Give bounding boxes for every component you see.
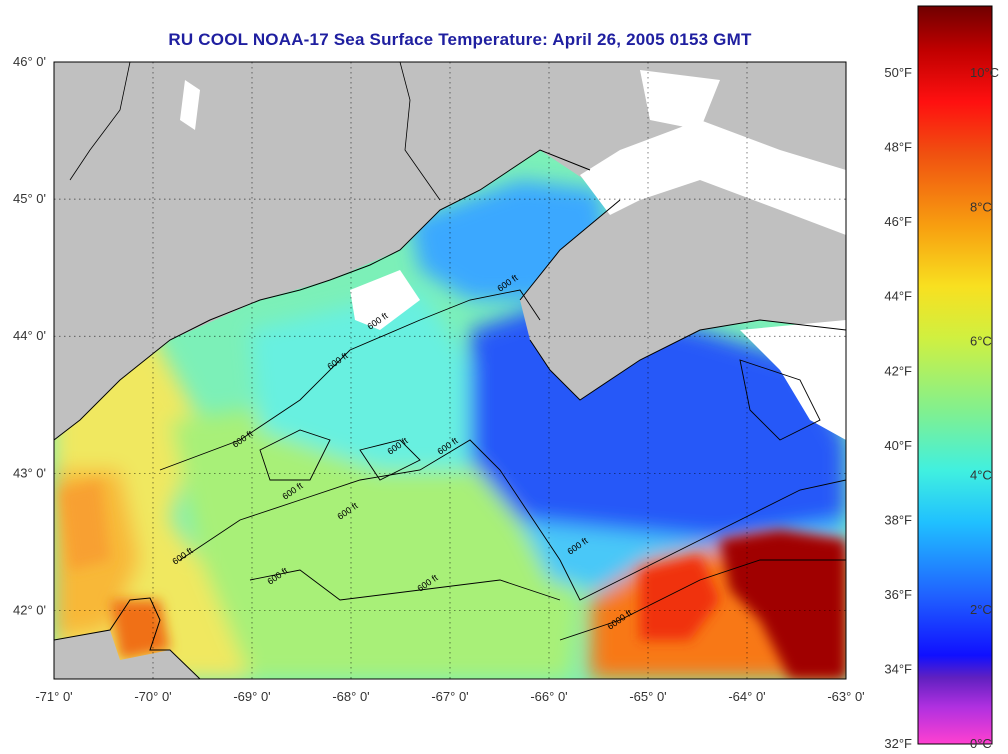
cloud-lake: [180, 80, 200, 130]
colorbar-fahrenheit-label: 48°F: [884, 140, 912, 155]
cloud-nova-east: [740, 320, 846, 440]
lon-tick-label: -65° 0': [629, 689, 666, 704]
lat-tick-label: 42° 0': [13, 602, 46, 617]
lon-tick-label: -70° 0': [134, 689, 171, 704]
land-cape-cod: [54, 630, 200, 679]
land-nova-scotia: [520, 160, 846, 400]
mid-gulf-cyan: [250, 290, 480, 470]
land-new-england: [54, 62, 600, 440]
lon-tick-label: -66° 0': [530, 689, 567, 704]
coastal-orange: [60, 480, 110, 570]
lon-tick-label: -68° 0': [332, 689, 369, 704]
colorbar-fahrenheit-label: 32°F: [884, 736, 912, 751]
cloud-bay-of-fundy: [580, 120, 846, 235]
colorbar-celsius-label: 6°C: [970, 333, 992, 348]
colorbar-celsius-label: 0°C: [970, 736, 992, 751]
colorbar-fahrenheit-label: 46°F: [884, 214, 912, 229]
colorbar-celsius-label: 4°C: [970, 468, 992, 483]
coastline-cape-cod: [54, 597, 201, 679]
colorbar-fahrenheit-label: 36°F: [884, 587, 912, 602]
lon-tick-label: -69° 0': [233, 689, 270, 704]
lat-tick-label: 43° 0': [13, 465, 46, 480]
coastline-maine: [54, 149, 591, 441]
border-inland: [69, 62, 131, 181]
colorbar-gradient: [917, 5, 993, 745]
cloud-minas-basin: [640, 70, 720, 130]
cape-cod-warm: [110, 600, 170, 660]
isobath-contours: [159, 289, 846, 641]
lon-tick-label: -71° 0': [35, 689, 72, 704]
colorbar-fahrenheit-label: 38°F: [884, 512, 912, 527]
colorbar-celsius-label: 2°C: [970, 602, 992, 617]
colorbar-fahrenheit-label: 50°F: [884, 65, 912, 80]
colorbar-fahrenheit-label: 40°F: [884, 438, 912, 453]
lat-tick-label: 44° 0': [13, 328, 46, 343]
border-maine-nb: [399, 62, 441, 201]
colorbar-fahrenheit-label: 44°F: [884, 289, 912, 304]
warm-core-eddy: [720, 530, 846, 679]
eddy-red: [640, 555, 720, 640]
cloud-maine-coast: [350, 270, 420, 330]
plot-frame: [53, 61, 847, 680]
colorbar-fahrenheit-label: 42°F: [884, 363, 912, 378]
lat-tick-label: 46° 0': [13, 54, 46, 69]
gulf-interior: [170, 400, 580, 679]
lat-tick-label: 45° 0': [13, 191, 46, 206]
lon-tick-label: -63° 0': [827, 689, 864, 704]
colorbar-fahrenheit-label: 34°F: [884, 661, 912, 676]
coastline-nova-scotia: [529, 319, 846, 401]
map-title: RU COOL NOAA-17 Sea Surface Temperature:…: [168, 30, 752, 49]
lon-tick-label: -64° 0': [728, 689, 765, 704]
colorbar-celsius-label: 10°C: [970, 65, 999, 80]
coastline-ns-north: [519, 199, 621, 301]
lon-tick-label: -67° 0': [431, 689, 468, 704]
colorbar-celsius-label: 8°C: [970, 199, 992, 214]
